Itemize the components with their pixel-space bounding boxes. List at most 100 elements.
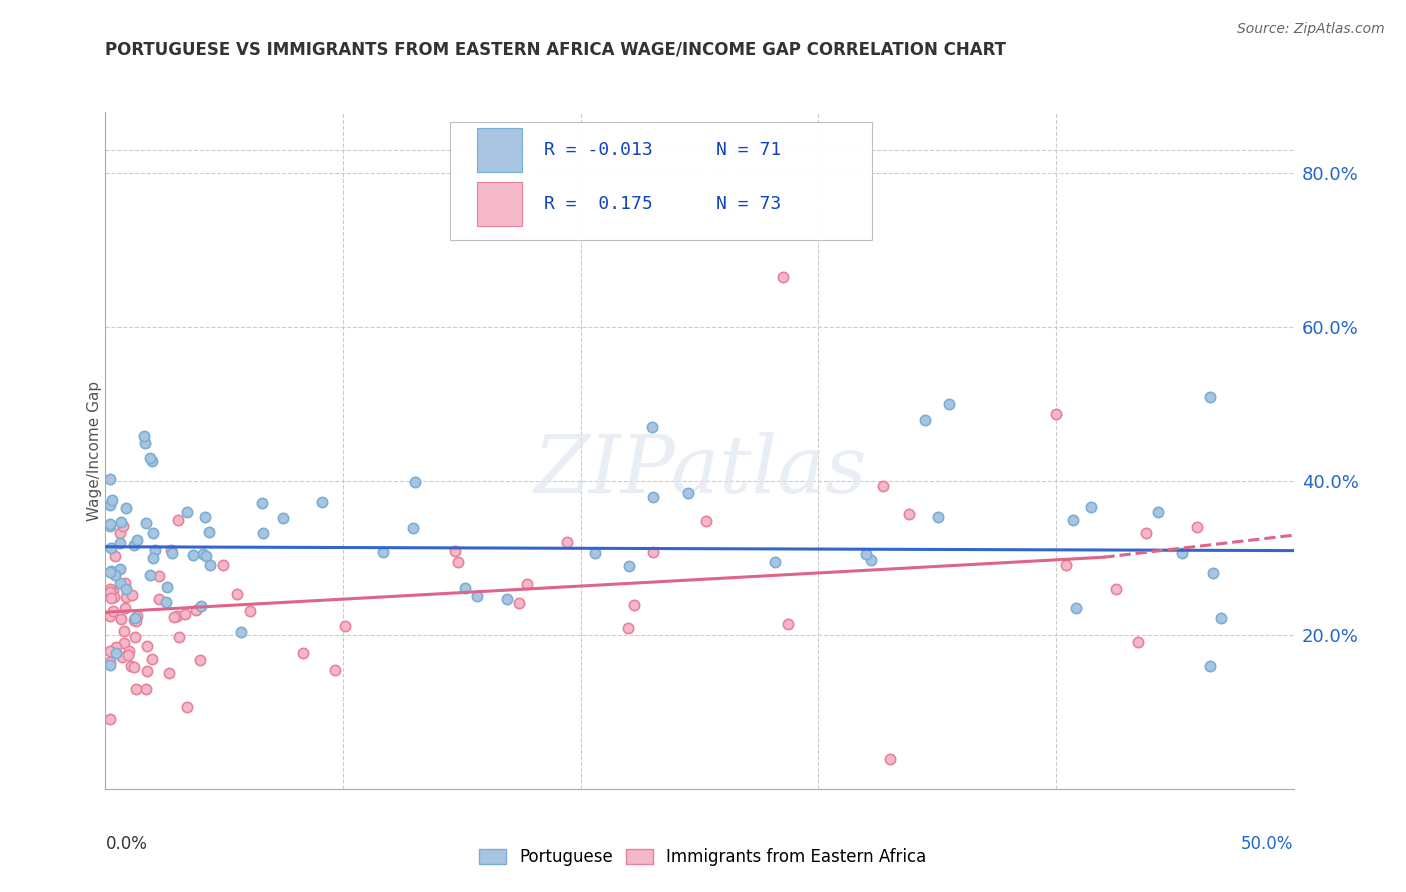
Point: [443, 544, 465, 558]
Point: [141, 651, 163, 665]
Point: [117, 648, 139, 662]
Point: [138, 568, 160, 582]
Point: [108, 575, 131, 590]
Point: [112, 624, 135, 638]
Point: [184, 602, 207, 616]
Point: [160, 546, 183, 560]
Point: [641, 420, 664, 434]
Point: [212, 558, 235, 572]
Point: [176, 505, 198, 519]
Point: [110, 562, 132, 576]
Point: [231, 624, 253, 639]
Point: [112, 636, 135, 650]
Text: 50.0%: 50.0%: [1241, 835, 1294, 853]
Point: [135, 640, 157, 654]
Point: [156, 580, 179, 594]
Point: [135, 664, 157, 678]
Point: [100, 492, 122, 507]
Text: PORTUGUESE VS IMMIGRANTS FROM EASTERN AFRICA WAGE/INCOME GAP CORRELATION CHART: PORTUGUESE VS IMMIGRANTS FROM EASTERN AF…: [105, 40, 1007, 58]
Point: [110, 515, 132, 529]
Point: [496, 591, 519, 606]
FancyBboxPatch shape: [477, 182, 523, 226]
Point: [879, 751, 901, 765]
Point: [198, 558, 221, 572]
Point: [617, 621, 640, 635]
Point: [371, 545, 394, 559]
Point: [100, 591, 122, 606]
Point: [114, 600, 136, 615]
Text: 0.0%: 0.0%: [105, 835, 148, 853]
Point: [453, 581, 475, 595]
Point: [115, 591, 138, 605]
Point: [98, 582, 121, 596]
Point: [98, 566, 121, 580]
Point: [108, 525, 131, 540]
Point: [103, 584, 125, 599]
Point: [142, 551, 165, 566]
Text: N = 71: N = 71: [716, 141, 782, 159]
Point: [98, 519, 121, 533]
Point: [124, 611, 146, 625]
Point: [1202, 566, 1225, 581]
Point: [1062, 513, 1084, 527]
Point: [1199, 390, 1222, 404]
Point: [98, 656, 121, 670]
Point: [194, 509, 217, 524]
Point: [115, 582, 138, 596]
Point: [404, 475, 426, 490]
Point: [135, 516, 157, 531]
Point: [104, 640, 127, 654]
Point: [143, 542, 166, 557]
Point: [323, 663, 346, 677]
Point: [176, 699, 198, 714]
Point: [104, 567, 127, 582]
Point: [167, 630, 190, 644]
Point: [516, 576, 538, 591]
Text: N = 73: N = 73: [716, 194, 782, 212]
Point: [135, 681, 157, 696]
Point: [111, 650, 134, 665]
Point: [252, 525, 274, 540]
Point: [181, 548, 204, 562]
Point: [98, 608, 121, 623]
Point: [98, 644, 121, 658]
Point: [1105, 582, 1128, 596]
Point: [138, 450, 160, 465]
Point: [190, 599, 212, 613]
Point: [98, 498, 121, 512]
Point: [198, 524, 221, 539]
Point: [772, 270, 794, 285]
Point: [676, 486, 699, 500]
Point: [1211, 611, 1233, 625]
Point: [1045, 407, 1067, 421]
Point: [927, 509, 949, 524]
Point: [641, 490, 664, 504]
Point: [125, 682, 148, 697]
Point: [166, 609, 188, 624]
FancyBboxPatch shape: [477, 128, 523, 172]
Point: [101, 604, 124, 618]
Point: [402, 521, 425, 535]
Point: [115, 501, 138, 516]
Point: [860, 553, 883, 567]
Point: [160, 543, 183, 558]
Point: [98, 517, 121, 532]
Point: [465, 589, 488, 603]
Point: [1146, 504, 1168, 518]
Point: [1185, 520, 1208, 534]
Point: [1080, 500, 1102, 514]
Point: [225, 587, 247, 601]
Point: [555, 535, 578, 549]
Point: [100, 541, 122, 556]
Point: [98, 657, 121, 672]
Point: [98, 712, 121, 726]
Text: R =  0.175: R = 0.175: [544, 194, 652, 212]
Point: [311, 495, 333, 509]
Point: [1135, 526, 1157, 541]
Point: [193, 547, 215, 561]
Point: [111, 519, 134, 533]
Point: [98, 585, 121, 599]
Point: [122, 613, 145, 627]
Point: [105, 646, 128, 660]
FancyBboxPatch shape: [450, 121, 872, 240]
